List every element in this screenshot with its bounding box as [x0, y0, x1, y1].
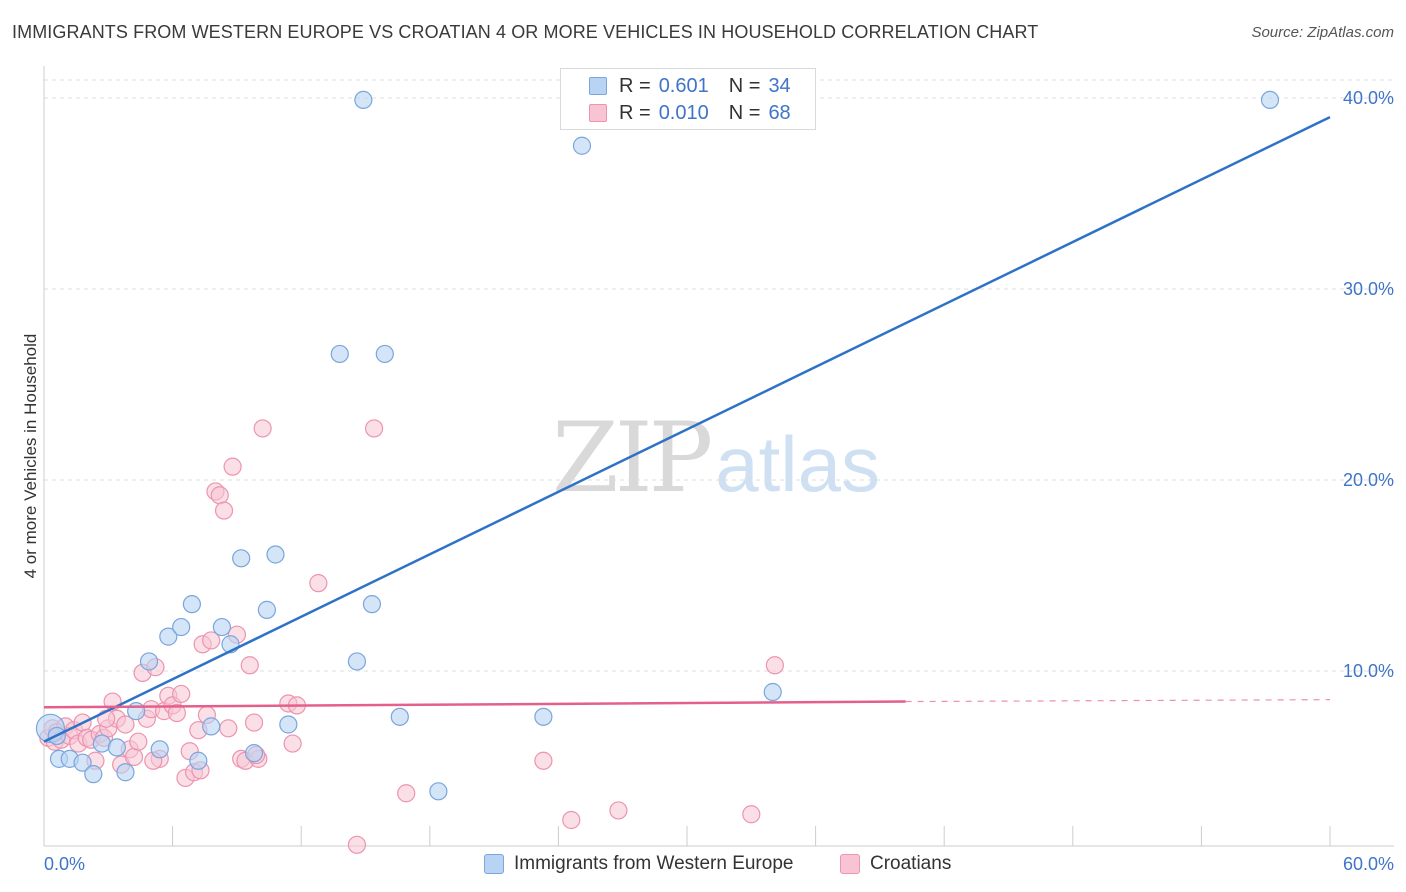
western-europe-point — [232, 549, 251, 568]
western-europe-point — [127, 702, 146, 721]
western-europe-point — [116, 763, 135, 782]
croatians-point — [765, 656, 784, 675]
legend-swatch-pink — [589, 104, 607, 122]
series-legend: Immigrants from Western Europe Croatians — [0, 851, 1406, 877]
western-europe-point — [375, 344, 394, 364]
croatians-point — [742, 805, 761, 824]
croatians-point — [283, 734, 302, 753]
western-europe-point — [429, 782, 448, 801]
legend-swatch-croatians — [840, 854, 860, 874]
legend-n-value: 68 — [768, 101, 791, 124]
western-europe-point — [202, 717, 221, 736]
croatians-point — [210, 486, 229, 505]
western-europe-point — [1260, 90, 1280, 110]
croatians-point — [364, 419, 384, 438]
western-europe-trend-line — [43, 115, 1331, 743]
legend-r-value: 0.601 — [658, 74, 709, 97]
western-europe-point — [572, 136, 592, 155]
croatians-point — [223, 457, 242, 476]
x-tick-label-min: 0.0% — [44, 854, 85, 874]
legend-r-key: R = — [619, 101, 651, 124]
western-europe-point — [182, 595, 201, 614]
croatians-point — [219, 719, 238, 738]
croatians-point — [534, 751, 553, 770]
croatians-point — [253, 419, 272, 438]
western-europe-point — [330, 344, 349, 364]
legend-n-key: N = — [728, 74, 761, 97]
western-europe-point — [257, 600, 277, 619]
y-axis-label: 4 or more Vehicles in Household — [21, 334, 40, 579]
croatians-point — [129, 732, 148, 751]
western-europe-point — [212, 617, 231, 637]
western-europe-point — [266, 545, 285, 564]
croatians-point — [202, 631, 221, 650]
legend-swatch-blue — [589, 77, 607, 95]
legend-n-key: N = — [728, 101, 761, 124]
western-europe-point — [763, 682, 782, 702]
gridlines — [44, 79, 1394, 672]
croatians-point — [240, 656, 259, 675]
legend-label-western-europe: Immigrants from Western Europe — [514, 853, 794, 874]
croatians-point — [397, 784, 416, 803]
croatians-point — [609, 801, 628, 820]
legend-r-key: R = — [619, 74, 651, 97]
legend-label-croatians: Croatians — [870, 853, 952, 874]
y-tick-label: 20.0% — [1343, 470, 1394, 490]
y-tick-label: 10.0% — [1343, 661, 1394, 681]
croatians-trend-extension — [905, 699, 1331, 703]
croatians-point — [562, 810, 581, 830]
western-europe-point — [347, 652, 367, 671]
western-europe-point — [92, 734, 111, 753]
x-tick-label-max: 60.0% — [1343, 854, 1394, 874]
western-europe-point — [189, 751, 208, 770]
croatians-point — [214, 501, 234, 520]
trend-lines — [43, 115, 1331, 743]
tick-labels: 10.0% 20.0% 30.0% 40.0% 0.0% 60.0% — [44, 88, 1394, 874]
western-europe-point — [534, 707, 553, 726]
croatians-point — [124, 747, 144, 767]
western-europe-point — [84, 765, 103, 784]
western-europe-point — [107, 738, 126, 757]
western-europe-point — [172, 617, 191, 637]
legend-item-croatians: Croatians — [840, 851, 951, 877]
western-europe-point — [390, 707, 409, 726]
legend-row-blue: R = 0.601 N = 34 — [619, 72, 791, 100]
y-tick-label: 30.0% — [1343, 279, 1394, 299]
western-europe-point — [139, 652, 159, 671]
western-europe-point — [354, 90, 373, 110]
croatians-trend-line — [43, 700, 906, 709]
croatians-point — [172, 684, 191, 704]
western-europe-point — [73, 753, 92, 772]
croatians-points — [39, 419, 784, 854]
croatians-point — [309, 574, 328, 593]
western-europe-point — [244, 744, 264, 763]
stats-legend: R = 0.601 N = 34 R = 0.010 N = 68 — [560, 68, 816, 130]
croatians-point — [116, 715, 135, 734]
western-europe-point — [362, 595, 382, 614]
legend-n-value: 34 — [768, 74, 791, 97]
legend-row-pink: R = 0.010 N = 68 — [619, 99, 791, 127]
croatians-point — [244, 713, 264, 732]
source-label: Source: ZipAtlas.com — [1251, 24, 1394, 41]
legend-item-western-europe: Immigrants from Western Europe — [484, 851, 793, 877]
croatians-point — [167, 703, 186, 723]
western-europe-point — [150, 740, 169, 759]
western-europe-point — [159, 627, 178, 646]
western-europe-points — [35, 90, 1280, 801]
y-tick-label: 40.0% — [1343, 88, 1394, 108]
chart-title: IMMIGRANTS FROM WESTERN EUROPE VS CROATI… — [12, 22, 1039, 42]
western-europe-point — [279, 715, 298, 734]
legend-swatch-western-europe — [484, 854, 504, 874]
legend-r-value: 0.010 — [658, 101, 709, 124]
croatians-point — [347, 835, 367, 854]
